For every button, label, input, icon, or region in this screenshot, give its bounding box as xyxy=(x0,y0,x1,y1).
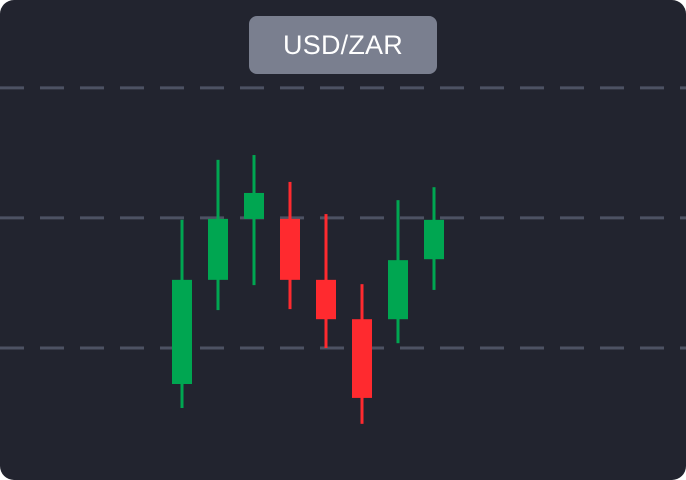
candle-1 xyxy=(172,219,192,408)
candle-body-5 xyxy=(316,279,336,320)
candle-body-4 xyxy=(280,218,300,280)
candle-7 xyxy=(388,200,408,344)
grid-lines xyxy=(0,86,686,350)
candle-body-8 xyxy=(424,219,444,260)
candle-6 xyxy=(352,284,372,424)
candle-body-1 xyxy=(172,279,192,384)
candle-2 xyxy=(208,159,228,311)
candle-body-3 xyxy=(244,192,264,219)
candle-5 xyxy=(316,214,336,348)
chart-title: USD/ZAR xyxy=(249,16,437,74)
candle-wick-3 xyxy=(252,155,256,286)
candles xyxy=(172,155,444,424)
candle-3 xyxy=(244,155,264,286)
candle-4 xyxy=(280,181,300,310)
candle-body-6 xyxy=(352,319,372,398)
candle-body-2 xyxy=(208,218,228,280)
candle-body-7 xyxy=(388,260,408,320)
candle-8 xyxy=(424,187,444,290)
